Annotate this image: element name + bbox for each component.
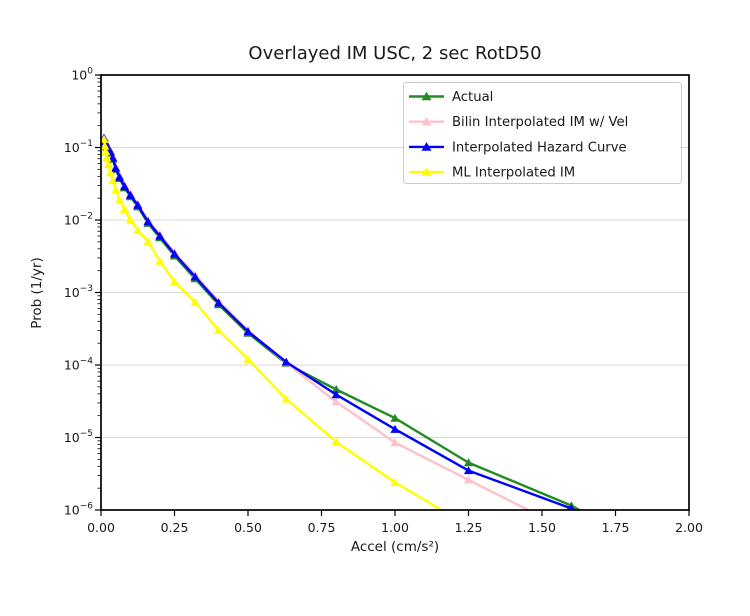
triangle-marker [281, 357, 291, 366]
triangle-marker [463, 458, 474, 467]
x-tick-label: 0.50 [234, 520, 262, 535]
y-tick-label: 10−3 [64, 284, 93, 300]
series-ml-interpolated-im [101, 134, 444, 510]
legend-label: Actual [452, 90, 493, 105]
y-tick-label: 10−5 [64, 429, 93, 445]
legend-item-interpolated-hazard-curve: Interpolated Hazard Curve [409, 140, 627, 155]
triangle-marker [125, 190, 135, 199]
y-tick-label: 100 [71, 67, 93, 83]
triangle-marker [155, 231, 165, 240]
triangle-marker [108, 176, 118, 185]
triangle-marker [214, 298, 224, 307]
triangle-marker [143, 237, 153, 246]
triangle-marker [463, 475, 474, 484]
y-tick-label: 10−6 [64, 502, 93, 518]
triangle-marker [111, 163, 121, 172]
legend-item-actual: Actual [409, 90, 493, 105]
triangle-marker [101, 134, 109, 143]
triangle-marker [281, 394, 291, 403]
triangle-marker [190, 272, 200, 281]
y-tick-label: 10−2 [64, 212, 93, 228]
triangle-marker [190, 297, 200, 306]
triangle-marker [103, 160, 113, 169]
legend-box [403, 82, 682, 184]
triangle-marker [108, 153, 118, 162]
triangle-marker [119, 205, 130, 214]
x-tick-label: 1.25 [455, 520, 483, 535]
triangle-marker [169, 277, 180, 286]
triangle-marker [169, 249, 180, 258]
triangle-marker [133, 200, 143, 209]
triangle-marker [114, 172, 125, 181]
y-tick-label: 10−1 [64, 139, 93, 155]
legend-item-ml-interpolated-im: ML Interpolated IM [409, 166, 575, 181]
triangle-marker [143, 217, 153, 226]
x-tick-label: 0.75 [308, 520, 336, 535]
x-tick-label: 0.25 [161, 520, 189, 535]
triangle-marker [155, 256, 165, 265]
y-axis-label: Prob (1/yr) [29, 257, 45, 329]
legend: Actual Bilin Interpolated IM w/ Vel Interp… [403, 82, 682, 184]
x-axis-ticks: 0.00 0.25 0.50 0.75 1.00 1.25 1.50 1.75 2.00 [87, 510, 703, 535]
triangle-marker [567, 504, 575, 510]
triangle-marker [105, 168, 116, 177]
x-tick-label: 1.00 [381, 520, 409, 535]
x-tick-label: 2.00 [675, 520, 703, 535]
x-tick-label: 0.00 [87, 520, 115, 535]
triangle-marker [102, 153, 112, 162]
triangle-marker [463, 466, 474, 475]
triangle-marker [243, 327, 253, 336]
triangle-marker [331, 397, 341, 406]
series-markers-ml-interpolated-im [101, 134, 400, 487]
triangle-marker [101, 141, 110, 150]
x-axis-label: Accel (cm/s²) [350, 539, 440, 555]
chart-title: Overlayed IM USC, 2 sec RotD50 [248, 43, 542, 64]
triangle-marker [111, 185, 121, 194]
triangle-marker [331, 385, 341, 394]
legend-triangle-marker-icon [421, 142, 432, 151]
legend-triangle-marker-icon [421, 91, 432, 101]
triangle-marker [114, 195, 125, 204]
legend-label: Bilin Interpolated IM w/ Vel [452, 115, 628, 130]
legend-triangle-marker-icon [421, 116, 432, 126]
legend-item-bilin-interpolated-im-w-vel: Bilin Interpolated IM w/ Vel [409, 115, 628, 130]
triangle-marker [390, 438, 400, 447]
triangle-marker [390, 424, 400, 433]
triangle-marker [125, 215, 135, 224]
x-tick-label: 1.75 [602, 520, 630, 535]
y-axis-ticks: 100 10−1 10−2 10−3 10−4 10−5 10−6 [64, 67, 101, 518]
triangle-marker [331, 390, 341, 399]
triangle-marker [390, 413, 400, 422]
triangle-marker [119, 182, 130, 191]
x-tick-label: 1.50 [528, 520, 556, 535]
legend-label: ML Interpolated IM [452, 166, 575, 181]
legend-label: Interpolated Hazard Curve [452, 140, 627, 155]
triangle-marker [390, 478, 400, 487]
triangle-marker [214, 326, 224, 335]
triangle-marker [133, 225, 143, 234]
triangle-marker [331, 437, 341, 446]
y-minor-ticks [97, 77, 101, 489]
y-tick-label: 10−4 [64, 357, 93, 373]
triangle-marker [101, 147, 111, 156]
legend-triangle-marker-icon [421, 167, 432, 176]
triangle-marker [243, 354, 253, 363]
